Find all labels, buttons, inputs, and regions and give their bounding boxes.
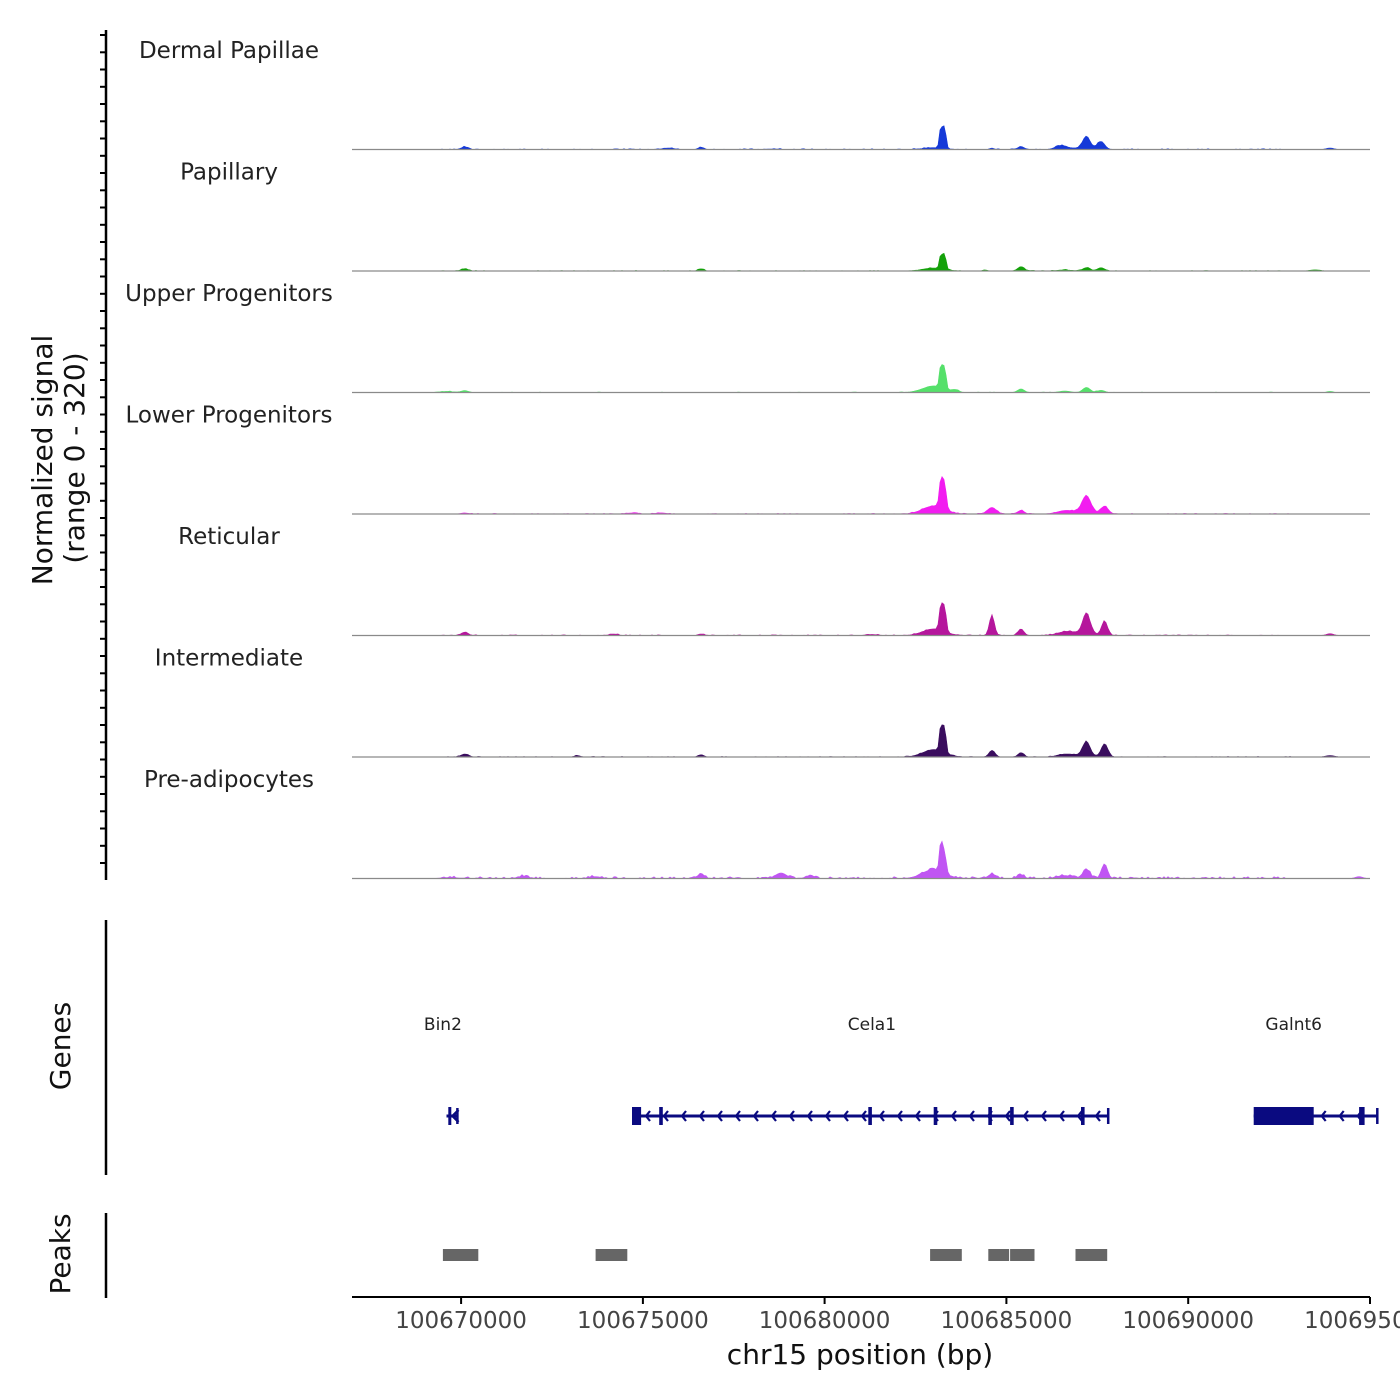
signal-y-axis-ticks xyxy=(100,34,106,864)
strand-arrow xyxy=(842,1110,849,1122)
gene-label-cela1: Cela1 xyxy=(848,1015,896,1035)
track-label-lower-progenitors: Lower Progenitors xyxy=(126,403,333,429)
y-axis-label-line1: Normalized signal xyxy=(26,335,59,586)
strand-arrow xyxy=(1058,1110,1065,1122)
track-intermediate: Intermediate xyxy=(155,646,1370,758)
strand-arrow xyxy=(896,1110,903,1122)
strand-arrow xyxy=(698,1110,705,1122)
gene-cela1: Cela1 xyxy=(632,1015,1110,1125)
track-upper-progenitors: Upper Progenitors xyxy=(125,281,1370,394)
gene-exon xyxy=(659,1107,663,1125)
strand-arrow xyxy=(824,1110,831,1122)
gene-bin2: Bin2 xyxy=(424,1015,462,1125)
genes-track: Bin2 Cela1 Galnt6 xyxy=(424,1015,1379,1125)
peak-region xyxy=(1010,1249,1035,1261)
strand-arrow xyxy=(1004,1110,1011,1122)
track-label-upper-progenitors: Upper Progenitors xyxy=(125,281,333,307)
x-axis-tick-label: 100675000 xyxy=(577,1308,709,1334)
gene-label-bin2: Bin2 xyxy=(424,1015,462,1035)
gene-exon xyxy=(1010,1107,1014,1125)
gene-exon xyxy=(1359,1107,1365,1125)
peak-region xyxy=(988,1249,1010,1261)
peaks-track-label: Peaks xyxy=(44,1213,77,1294)
track-lower-progenitors: Lower Progenitors xyxy=(126,403,1370,515)
strand-arrow xyxy=(860,1110,867,1122)
track-label-dermal-papillae: Dermal Papillae xyxy=(139,38,319,64)
x-axis-label: chr15 position (bp) xyxy=(727,1338,993,1371)
track-label-pre-adipocytes: Pre-adipocytes xyxy=(144,767,314,793)
strand-arrow xyxy=(1040,1110,1047,1122)
strand-arrow xyxy=(1076,1110,1083,1122)
strand-arrow xyxy=(1320,1110,1327,1122)
peak-region xyxy=(930,1249,962,1261)
x-axis-tick-label: 100685000 xyxy=(941,1308,1073,1334)
strand-arrow xyxy=(1338,1110,1345,1122)
gene-exon xyxy=(632,1107,642,1125)
x-axis-tick-label: 100670000 xyxy=(395,1308,527,1334)
strand-arrow xyxy=(1022,1110,1029,1122)
gene-label-galnt6: Galnt6 xyxy=(1265,1015,1322,1035)
gene-exon xyxy=(448,1107,452,1125)
strand-arrow xyxy=(806,1110,813,1122)
peaks-track xyxy=(442,1249,1108,1261)
peak-region xyxy=(595,1249,628,1261)
strand-arrow xyxy=(770,1110,777,1122)
strand-arrow xyxy=(878,1110,885,1122)
gene-exon xyxy=(988,1107,992,1125)
signal-tracks: Dermal Papillae Papillary Upper Progenitor… xyxy=(125,38,1371,880)
strand-arrow xyxy=(734,1110,741,1122)
strand-arrow xyxy=(914,1110,921,1122)
strand-arrow xyxy=(716,1110,723,1122)
gene-exon xyxy=(933,1107,938,1125)
gene-exon xyxy=(1081,1107,1085,1125)
peak-region xyxy=(1075,1249,1108,1261)
strand-arrow xyxy=(680,1110,687,1122)
track-label-papillary: Papillary xyxy=(180,160,278,186)
strand-arrow xyxy=(968,1110,975,1122)
x-axis-tick-label: 100690000 xyxy=(1122,1308,1254,1334)
strand-arrow xyxy=(1094,1110,1101,1122)
track-label-reticular: Reticular xyxy=(178,524,280,550)
strand-arrow xyxy=(662,1110,669,1122)
gene-galnt6: Galnt6 xyxy=(1253,1015,1379,1125)
track-reticular: Reticular xyxy=(178,524,1370,637)
track-dermal-papillae: Dermal Papillae xyxy=(139,38,1370,151)
x-axis-ticks: 100670000 100675000 100680000 100685000 1006… xyxy=(395,1297,1400,1334)
x-axis-tick-label: 100695000 xyxy=(1304,1308,1400,1334)
track-label-intermediate: Intermediate xyxy=(155,646,303,672)
track-papillary: Papillary xyxy=(180,160,1370,272)
strand-arrow xyxy=(752,1110,759,1122)
peak-region xyxy=(442,1249,479,1261)
y-axis-label-line2: (range 0 - 320) xyxy=(58,352,91,563)
x-axis-tick-label: 100680000 xyxy=(759,1308,891,1334)
track-pre-adipocytes: Pre-adipocytes xyxy=(144,767,1371,880)
genes-track-label: Genes xyxy=(44,1002,77,1090)
gene-exon xyxy=(1253,1107,1314,1125)
strand-arrow xyxy=(950,1110,957,1122)
gene-exon xyxy=(868,1107,872,1125)
strand-arrow xyxy=(644,1110,651,1122)
strand-arrow xyxy=(788,1110,795,1122)
